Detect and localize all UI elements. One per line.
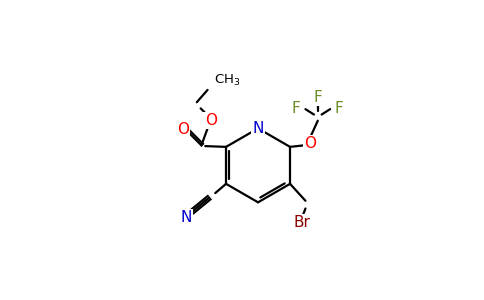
Text: Br: Br [293, 215, 310, 230]
Text: CH$_3$: CH$_3$ [214, 73, 240, 88]
Text: O: O [205, 113, 217, 128]
Text: N: N [252, 121, 264, 136]
Text: O: O [304, 136, 316, 151]
Text: F: F [335, 101, 344, 116]
Text: F: F [292, 101, 301, 116]
Text: O: O [177, 122, 189, 137]
Text: N: N [181, 210, 192, 225]
Text: F: F [314, 90, 322, 105]
